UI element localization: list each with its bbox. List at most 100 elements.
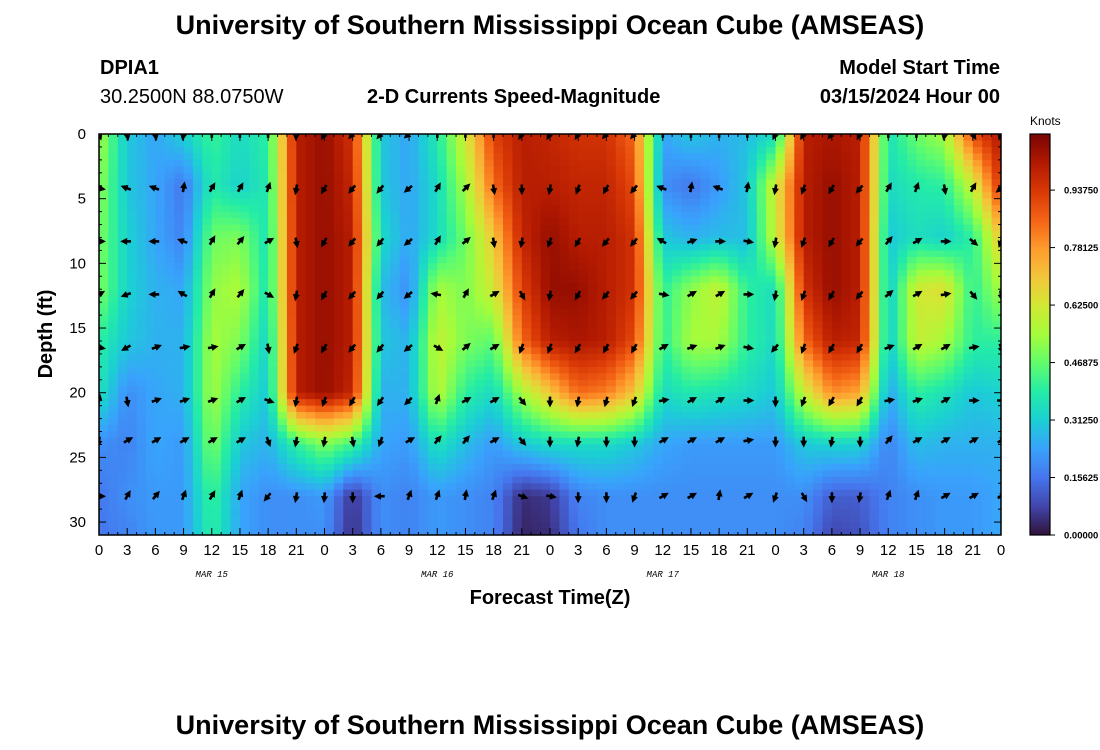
heatmap-cell <box>606 463 617 471</box>
heatmap-cell <box>944 366 955 374</box>
heatmap-cell <box>559 444 570 452</box>
heatmap-cell <box>324 250 335 258</box>
heatmap-cell <box>230 321 241 329</box>
heatmap-cell <box>192 463 203 471</box>
heatmap-cell <box>230 340 241 349</box>
heatmap-cell <box>343 179 354 187</box>
heatmap-cell <box>371 166 382 174</box>
station-name: DPIA1 <box>100 57 159 79</box>
heatmap-cell <box>380 140 391 148</box>
heatmap-cell <box>606 340 617 349</box>
heatmap-cell <box>568 386 579 394</box>
heatmap-cell <box>277 302 288 310</box>
heatmap-cell <box>972 340 983 349</box>
heatmap-cell <box>672 302 683 310</box>
heatmap-cell <box>446 360 457 368</box>
heatmap-cell <box>916 282 927 290</box>
heatmap-cell <box>324 444 335 452</box>
heatmap-cell <box>907 425 918 433</box>
heatmap-cell <box>108 185 119 193</box>
heatmap-cell <box>869 334 880 342</box>
heatmap-cell <box>719 211 730 219</box>
heatmap-cell <box>315 237 326 245</box>
heatmap-cell <box>352 295 363 303</box>
heatmap-cell <box>315 302 326 310</box>
heatmap-cell <box>643 295 654 303</box>
heatmap-cell <box>117 211 128 219</box>
heatmap-cell <box>831 185 842 193</box>
heatmap-cell <box>315 315 326 323</box>
heatmap-cell <box>465 308 476 316</box>
heatmap-cell <box>653 412 664 420</box>
heatmap-cell <box>568 205 579 213</box>
heatmap-cell <box>719 153 730 161</box>
heatmap-cell <box>737 211 748 219</box>
heatmap-cell <box>756 347 767 355</box>
heatmap-cell <box>324 315 335 323</box>
heatmap-cell <box>183 321 194 329</box>
heatmap-cell <box>813 179 824 187</box>
heatmap-cell <box>380 172 391 180</box>
heatmap-cell <box>897 321 908 329</box>
heatmap-cell <box>813 269 824 277</box>
heatmap-cell <box>963 444 974 452</box>
heatmap-cell <box>315 444 326 452</box>
heatmap-cell <box>315 140 326 148</box>
heatmap-cell <box>531 328 542 336</box>
heatmap-cell <box>766 250 777 258</box>
heatmap-cell <box>925 425 936 433</box>
heatmap-cell <box>409 334 420 342</box>
heatmap-cell <box>540 166 551 174</box>
heatmap-cell <box>418 198 429 206</box>
heatmap-cell <box>775 386 786 394</box>
heatmap-cell <box>831 444 842 452</box>
heatmap-cell <box>681 237 692 245</box>
heatmap-cell <box>813 166 824 174</box>
heatmap-cell <box>286 256 297 264</box>
heatmap-cell <box>343 231 354 239</box>
heatmap-cell <box>108 457 119 465</box>
heatmap-cell <box>164 399 175 407</box>
heatmap-cell <box>268 340 279 349</box>
heatmap-cell <box>456 243 467 252</box>
heatmap-cell <box>503 386 514 394</box>
heatmap-cell <box>822 431 833 439</box>
heatmap-cell <box>99 153 109 161</box>
heatmap-cell <box>484 418 495 426</box>
heatmap-cell <box>606 237 617 245</box>
heatmap-cell <box>164 243 175 252</box>
heatmap-cell <box>484 179 495 187</box>
heatmap-cell <box>427 412 438 420</box>
heatmap-cell <box>437 243 448 252</box>
heatmap-cell <box>465 405 476 413</box>
heatmap-cell <box>474 159 485 167</box>
heatmap-cell <box>662 179 673 187</box>
heatmap-cell <box>944 153 955 161</box>
heatmap-cell <box>315 373 326 381</box>
heatmap-cell <box>437 379 448 387</box>
heatmap-cell <box>925 373 936 381</box>
heatmap-cell <box>230 457 241 465</box>
heatmap-cell <box>230 276 241 284</box>
heatmap-cell <box>568 237 579 245</box>
heatmap-cell <box>277 282 288 290</box>
heatmap-cell <box>183 450 194 458</box>
heatmap-cell <box>136 134 147 142</box>
heatmap-cell <box>935 140 946 148</box>
heatmap-cell <box>794 379 805 387</box>
heatmap-cell <box>258 224 269 232</box>
heatmap-cell <box>935 418 946 426</box>
heatmap-cell <box>690 315 701 323</box>
heatmap-cell <box>587 269 598 277</box>
heatmap-cell <box>380 166 391 174</box>
heatmap-cell <box>907 269 918 277</box>
heatmap-cell <box>550 256 560 264</box>
heatmap-cell <box>662 450 673 458</box>
heatmap-cell <box>756 179 767 187</box>
heatmap-cell <box>108 392 119 400</box>
heatmap-cell <box>813 360 824 368</box>
heatmap-cell <box>503 179 514 187</box>
heatmap-cell <box>606 366 617 374</box>
heatmap-cell <box>521 179 532 187</box>
heatmap-cell <box>145 308 156 316</box>
